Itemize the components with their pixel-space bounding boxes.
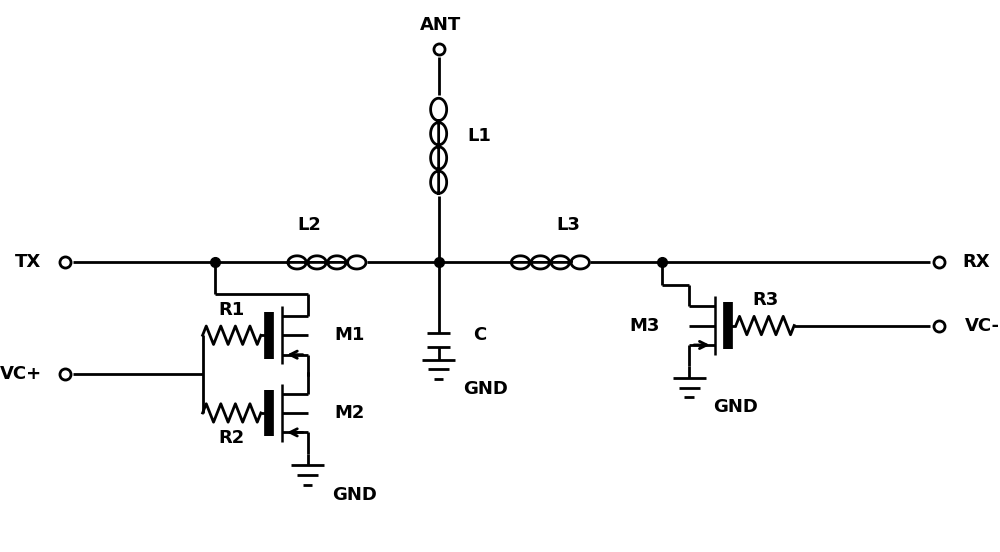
Text: GND: GND [713, 398, 758, 416]
Text: C: C [473, 326, 486, 344]
Text: VC-: VC- [965, 316, 1000, 335]
Text: M1: M1 [335, 326, 365, 344]
Text: L3: L3 [556, 216, 580, 235]
Text: M2: M2 [335, 404, 365, 422]
Text: L2: L2 [298, 216, 321, 235]
Text: TX: TX [15, 253, 41, 272]
Text: L1: L1 [468, 127, 491, 145]
Text: R3: R3 [752, 291, 778, 309]
Text: VC+: VC+ [0, 365, 42, 383]
Text: GND: GND [463, 380, 508, 397]
Text: GND: GND [332, 486, 377, 503]
Text: ANT: ANT [420, 17, 461, 34]
Text: R2: R2 [219, 429, 245, 447]
Text: R1: R1 [219, 301, 245, 319]
Text: M3: M3 [630, 316, 660, 335]
Text: RX: RX [962, 253, 990, 272]
